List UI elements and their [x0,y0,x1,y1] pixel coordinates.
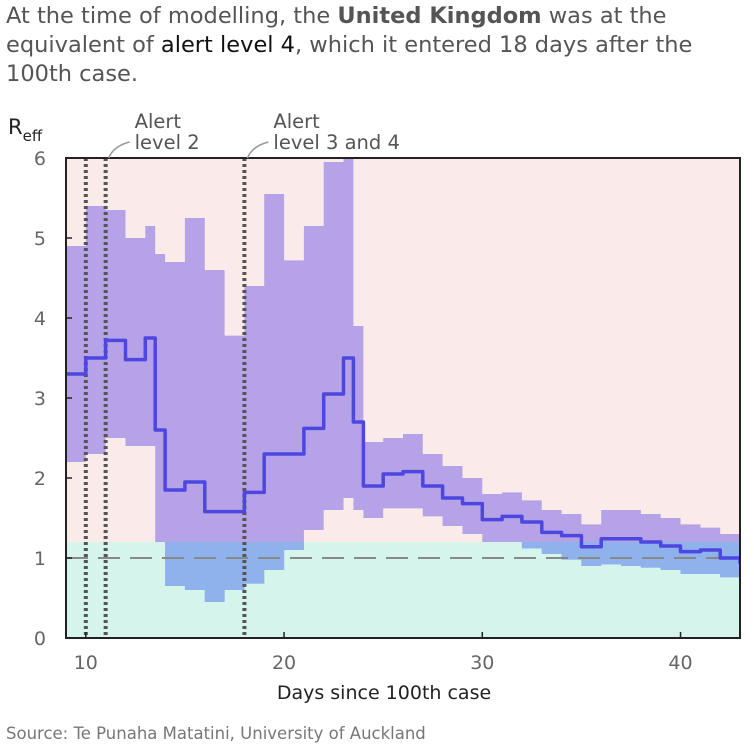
headline-text-2: was at the equivalent of [6,3,667,58]
annotation-line2-0: level 2 [135,131,200,154]
x-tick-label: 10 [74,652,98,674]
annotation-pointer-0 [107,141,130,159]
x-tick-label: 30 [470,652,494,674]
axis-ticks: 0 1 2 3 4 5 6 10 20 30 40 [34,148,693,674]
headline-text-3: , which it entered 18 days after the 100… [6,32,693,87]
credible-interval-band [66,158,740,602]
headline-alert-level: alert level 4 [160,32,295,58]
annotation-line1-0: Alert [135,110,182,133]
source-credit: Source: Te Punaha Matatini, University o… [6,724,426,743]
y-tick-label: 5 [34,228,46,250]
annotation-line2-1: level 3 and 4 [273,131,399,154]
y-tick-label: 0 [34,628,46,650]
x-tick-label: 40 [668,652,692,674]
y-tick-label: 6 [34,148,46,170]
y-tick-label: 1 [34,548,46,570]
y-axis-label: Reff [8,115,43,145]
x-tick-label: 20 [272,652,296,674]
y-tick-label: 3 [34,388,46,410]
y-tick-label: 2 [34,468,46,490]
headline-text-1: At the time of modelling, the [6,3,338,29]
annotation-pointer-1 [246,141,269,159]
chart-headline: At the time of modelling, the United Kin… [6,2,746,89]
alert-lines [83,158,247,638]
annotation-line1-1: Alert [273,110,320,133]
median-line-group [66,336,740,564]
y-tick-label: 4 [34,308,46,330]
x-axis-label: Days since 100th case [277,682,491,704]
median-line [66,336,740,564]
headline-country: United Kingdom [337,3,542,29]
